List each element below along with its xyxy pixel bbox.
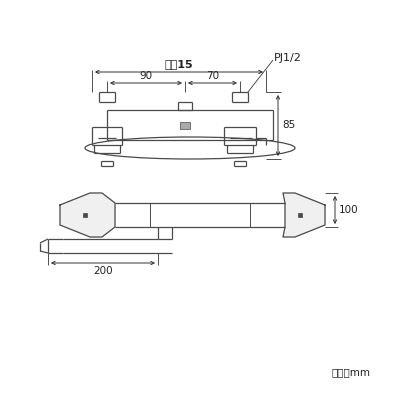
Polygon shape bbox=[283, 193, 325, 237]
Text: 85: 85 bbox=[282, 120, 295, 130]
Text: 単位：mm: 単位：mm bbox=[331, 367, 370, 377]
Text: 最夢15: 最夢15 bbox=[165, 59, 193, 69]
Text: 90: 90 bbox=[140, 71, 152, 81]
Text: 100: 100 bbox=[339, 205, 359, 215]
Text: 70: 70 bbox=[206, 71, 219, 81]
Text: 200: 200 bbox=[93, 266, 113, 276]
Text: PJ1/2: PJ1/2 bbox=[274, 53, 302, 63]
Polygon shape bbox=[60, 193, 115, 237]
Bar bbox=[180, 122, 190, 129]
